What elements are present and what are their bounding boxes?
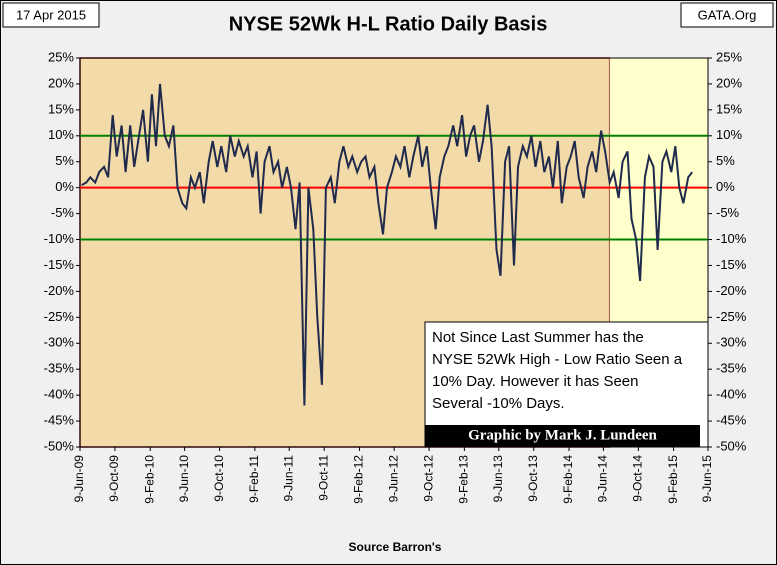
x-tick-label: 9-Jun-10 (177, 455, 191, 503)
y-tick-label: -25% (44, 309, 75, 324)
y-tick-label: -20% (44, 283, 75, 298)
y-tick-label: -35% (44, 361, 75, 376)
y2-tick-label: -50% (716, 438, 747, 453)
chart-title: NYSE 52Wk H-L Ratio Daily Basis (229, 13, 548, 35)
y2-tick-label: -15% (716, 257, 747, 272)
y2-tick-label: 15% (716, 101, 742, 116)
y-tick-label: 15% (48, 101, 74, 116)
date-box (2, 2, 100, 28)
y2-tick-label: 20% (716, 75, 742, 90)
y-tick-label: 0% (55, 179, 74, 194)
x-tick-label: 9-Oct-12 (421, 455, 435, 502)
x-tick-label: 9-Jun-13 (491, 455, 505, 503)
y2-tick-label: 10% (716, 127, 742, 142)
site-box (680, 2, 774, 28)
data-line (81, 83, 693, 406)
x-tick-label: 9-Jun-12 (386, 455, 400, 503)
x-tick-label: 9-Oct-14 (631, 455, 645, 502)
y-tick-label: 10% (48, 127, 74, 142)
y2-tick-label: -10% (716, 231, 747, 246)
y-tick-label: -15% (44, 257, 75, 272)
y-tick-label: 20% (48, 75, 74, 90)
annotation-line: NYSE 52Wk High - Low Ratio Seen a (432, 351, 683, 368)
x-tick-label: 9-Feb-15 (666, 455, 680, 504)
credit: Graphic by Mark J. Lundeen (468, 427, 657, 443)
x-tick-label: 9-Feb-11 (247, 455, 261, 503)
date-label: 17 Apr 2015 (16, 7, 86, 22)
y-tick-label: -30% (44, 335, 75, 350)
x-tick-label: 9-Feb-10 (142, 455, 156, 504)
credit-box (425, 425, 700, 447)
plot: -50% -50% -45% -45% -40% -40% -35% -35% -30% -30%… (44, 49, 747, 503)
annotation-line: Not Since Last Summer has the (432, 329, 644, 346)
x-tick-label: 9-Feb-12 (352, 455, 366, 504)
site-label: GATA.Org (698, 7, 757, 22)
y-tick-label: 5% (55, 153, 74, 168)
x-tick-label: 9-Oct-11 (316, 455, 330, 501)
x-tick-label: 9-Jun-14 (596, 455, 610, 503)
annotation-line: Several -10% Days. (432, 395, 565, 412)
y2-tick-label: -25% (716, 309, 747, 324)
y2-tick-label: 25% (716, 49, 742, 64)
y-tick-label: 25% (48, 49, 74, 64)
annotation-line: 10% Day. However it has Seen (432, 373, 639, 390)
x-tick-label: 9-Jun-09 (72, 455, 86, 503)
y2-tick-label: -20% (716, 283, 747, 298)
x-tick-label: 9-Feb-14 (561, 455, 575, 504)
x-tick-label: 9-Oct-13 (526, 455, 540, 502)
y-tick-label: -45% (44, 413, 75, 428)
x-axis-label: Source Barron's (349, 540, 442, 554)
y-tick-label: -50% (44, 438, 75, 453)
x-tick-label: 9-Jun-15 (700, 455, 714, 503)
x-tick-label: 9-Oct-09 (107, 455, 121, 502)
y-tick-label: -10% (44, 231, 75, 246)
y2-tick-label: 5% (716, 153, 735, 168)
y2-tick-label: -35% (716, 361, 747, 376)
y2-tick-label: -5% (716, 205, 740, 220)
y2-tick-label: -30% (716, 335, 747, 350)
y-tick-label: -40% (44, 387, 75, 402)
y2-tick-label: -40% (716, 387, 747, 402)
x-tick-label: 9-Feb-13 (457, 455, 471, 504)
y2-tick-label: 0% (716, 179, 735, 194)
y2-tick-label: -45% (716, 413, 747, 428)
x-tick-label: 9-Oct-10 (212, 455, 226, 502)
x-tick-label: 9-Jun-11 (281, 455, 295, 502)
y-tick-label: -5% (51, 205, 75, 220)
